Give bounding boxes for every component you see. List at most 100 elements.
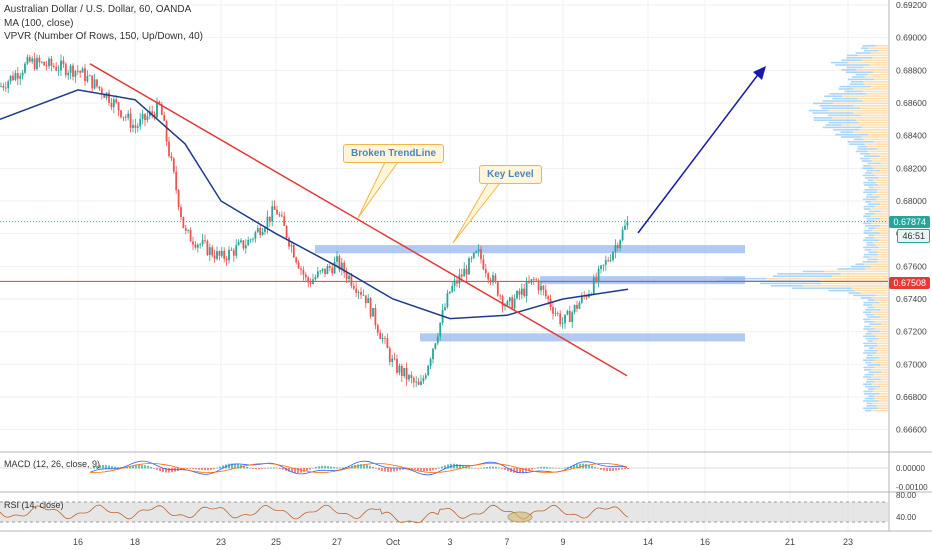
candle-body [314, 277, 317, 280]
volume-profile-bar-up [863, 205, 876, 208]
macd-histogram-bar [195, 468, 197, 470]
macd-histogram-bar [156, 468, 158, 470]
candle-body [609, 259, 612, 261]
candle-body [153, 113, 156, 118]
volume-profile-bar-up [825, 124, 842, 126]
red-line-price-tag: 0.67508 [889, 277, 930, 289]
macd-histogram-bar [204, 468, 206, 471]
candle-body [520, 288, 523, 295]
volume-profile-bar-down [879, 357, 888, 359]
volume-profile-bar-up [863, 301, 880, 304]
macd-histogram-bar [321, 465, 323, 469]
candle-body [528, 281, 530, 283]
volume-profile-bar-down [874, 313, 888, 316]
macd-histogram-bar [540, 466, 542, 469]
candle-body [261, 232, 264, 235]
macd-histogram-bar [261, 468, 263, 470]
macd-histogram-bar [129, 466, 131, 469]
volume-profile-bar-up [867, 388, 875, 390]
volume-profile-bar-down [859, 129, 888, 131]
macd-histogram-bar [357, 464, 359, 469]
macd-histogram-bar [432, 468, 434, 471]
volume-profile-bar-up [827, 114, 862, 117]
macd-histogram-bar [222, 465, 224, 469]
volume-profile-bar-up [866, 241, 873, 244]
candle-body [501, 296, 504, 307]
broken-trendline-callout: Broken TrendLine [343, 144, 445, 163]
volume-profile-bar-down [802, 285, 888, 287]
volume-profile-bar-down [877, 349, 888, 352]
volume-profile-bar-down [879, 301, 888, 304]
volume-profile-bar-up [866, 244, 876, 246]
volume-profile-bar-down [878, 196, 888, 198]
volume-profile-bar-up [862, 261, 878, 263]
volume-profile-bar-down [853, 88, 888, 90]
candle-body [163, 115, 166, 121]
volume-profile-bar-up [863, 304, 873, 306]
candle-body [376, 325, 379, 333]
volume-profile-bar-down [854, 289, 888, 292]
volume-profile-bar-down [875, 352, 888, 354]
x-tick-label: 25 [271, 537, 281, 547]
candle-body [444, 307, 446, 311]
volume-profile-bar-down [870, 201, 888, 203]
volume-profile-bar-down [875, 181, 888, 184]
last-price-tag: 0.67874 [889, 216, 930, 228]
volume-profile-bar-up [846, 57, 873, 59]
volume-profile-bar-up [863, 256, 870, 258]
volume-profile-bar-down [871, 383, 888, 385]
candle-body [600, 265, 602, 269]
candle-body [252, 238, 254, 240]
volume-profile-bar-down [878, 337, 888, 340]
projection-arrow-shaft [637, 71, 761, 234]
macd-histogram-bar [255, 468, 257, 470]
macd-histogram-bar [210, 468, 212, 470]
macd-histogram-bar [105, 465, 107, 469]
volume-profile-bar-down [864, 143, 888, 145]
candle-body [21, 72, 24, 76]
candle-body [302, 269, 305, 275]
volume-profile-bar-up [864, 373, 874, 376]
volume-profile-bar-down [879, 239, 888, 241]
volume-profile-bar-down [824, 270, 888, 273]
candle-body [477, 249, 480, 252]
volume-profile-bar-up [851, 265, 871, 268]
candle-body [465, 268, 468, 275]
candle-body [340, 262, 343, 270]
volume-profile-bar-down [873, 78, 888, 81]
macd-histogram-bar [504, 468, 506, 470]
volume-profile-bar-down [842, 95, 888, 97]
candle-body [115, 99, 118, 103]
candle-body [194, 244, 197, 248]
macd-histogram-bar [276, 467, 278, 469]
candle-body [290, 245, 293, 247]
volume-profile-bar-down [874, 234, 888, 237]
macd-histogram-bar [294, 468, 296, 473]
macd-histogram-bar [132, 465, 134, 469]
volume-profile-bar-up [863, 328, 875, 330]
candle-body [427, 365, 430, 376]
macd-histogram-bar [219, 466, 221, 469]
volume-profile-bar-up [863, 390, 874, 393]
volume-profile-bar-up [864, 409, 871, 412]
y-tick-label: 0.66600 [896, 425, 927, 435]
candle-body [72, 65, 74, 77]
candle-body [7, 81, 10, 89]
macd-histogram-bar [111, 466, 113, 469]
volume-profile-bar-down [861, 59, 888, 61]
candle-body [616, 245, 619, 249]
volume-profile-bar-up [863, 393, 880, 395]
candle-body [386, 338, 389, 349]
volume-profile-bar-down [870, 409, 888, 412]
candle-body [422, 378, 425, 382]
volume-profile-bar-up [855, 73, 868, 76]
volume-profile-bar-up [830, 61, 848, 64]
macd-histogram-bar [135, 465, 137, 469]
candle-body [345, 272, 348, 280]
volume-profile-bar-up [855, 52, 872, 54]
macd-signal-line [89, 463, 628, 473]
volume-profile-bar-up [849, 83, 865, 85]
candle-body [585, 295, 588, 298]
volume-profile-bar-down [868, 64, 888, 66]
